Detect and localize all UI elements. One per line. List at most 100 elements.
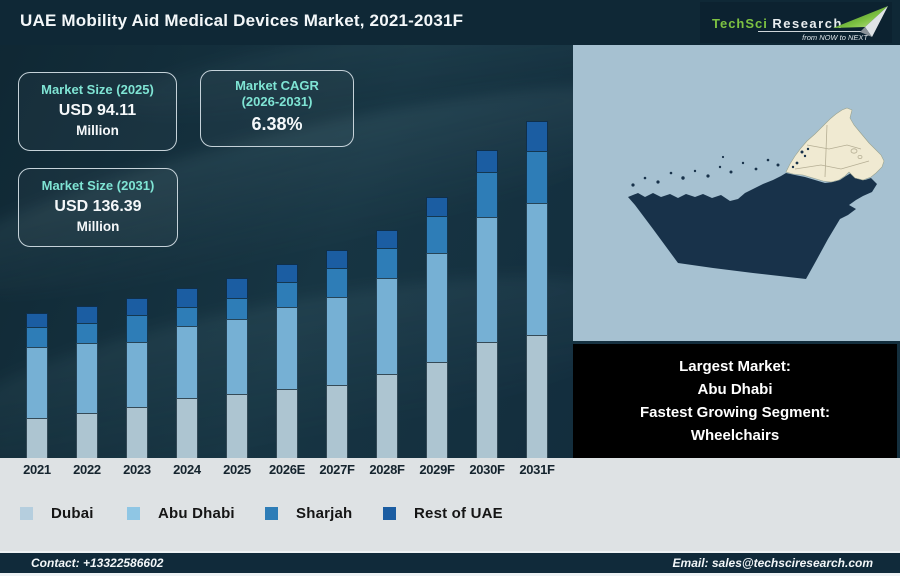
axis-year-label: 2031F <box>519 462 555 477</box>
bar-segment-dubai <box>226 394 248 458</box>
market-cagr-label: Market CAGR <box>235 78 319 93</box>
axis-year-label: 2022 <box>73 462 101 477</box>
market-size-2031-value: USD 136.39 <box>54 198 142 215</box>
header-bar: UAE Mobility Aid Medical Devices Market,… <box>0 0 900 45</box>
market-size-2025-label: Market Size (2025) <box>41 82 154 97</box>
market-size-2025-unit: Million <box>76 123 119 138</box>
contact-phone: Contact: +13322586602 <box>31 556 164 570</box>
highlight-box: Largest Market: Abu Dhabi Fastest Growin… <box>573 344 897 458</box>
axis-year-label: 2029F <box>419 462 455 477</box>
bar-segment-dubai <box>276 389 298 458</box>
bar-segment-abu-dhabi <box>526 203 548 335</box>
bar-segment-rest-of-uae <box>476 150 498 172</box>
bar-2021 <box>26 313 48 458</box>
market-size-2025-value: USD 94.11 <box>58 102 137 119</box>
logo-brand-green: TechSci <box>712 16 768 31</box>
bar-segment-abu-dhabi <box>426 253 448 362</box>
legend-swatch-icon <box>127 506 140 520</box>
logo-brand-white: Research <box>772 16 843 31</box>
bar-2026E <box>276 264 298 458</box>
market-size-2031-box: Market Size (2031) USD 136.39 Million <box>18 168 178 247</box>
bar-segment-rest-of-uae <box>326 250 348 268</box>
bar-segment-dubai <box>326 385 348 458</box>
legend-label: Dubai <box>51 504 94 522</box>
axis-year-label: 2021 <box>23 462 51 477</box>
axis-year-label: 2027F <box>319 462 355 477</box>
bar-segment-sharjah <box>476 172 498 217</box>
bar-2022 <box>76 306 98 458</box>
bar-2023 <box>126 298 148 458</box>
techsci-research-logo: TechSci Research from NOW to NEXT <box>700 2 892 43</box>
uae-map-south-region <box>628 173 877 279</box>
market-cagr-value: 6.38% <box>251 114 303 134</box>
bar-segment-sharjah <box>76 323 98 343</box>
page-title: UAE Mobility Aid Medical Devices Market,… <box>20 11 464 30</box>
uae-map <box>628 107 885 279</box>
bar-2029F <box>426 197 448 458</box>
bar-2027F <box>326 250 348 458</box>
bar-segment-sharjah <box>376 248 398 278</box>
bar-segment-dubai <box>126 407 148 458</box>
legend-swatch-icon <box>265 506 278 520</box>
bar-segment-rest-of-uae <box>426 197 448 216</box>
axis-year-label: 2028F <box>369 462 405 477</box>
bar-segment-sharjah <box>426 216 448 253</box>
contact-email: Email: sales@techsciresearch.com <box>672 556 873 570</box>
bar-segment-sharjah <box>176 307 198 326</box>
bar-2030F <box>476 150 498 458</box>
bar-segment-rest-of-uae <box>226 278 248 298</box>
market-size-2031-unit: Million <box>76 219 120 234</box>
bar-segment-sharjah <box>226 298 248 319</box>
bar-2025 <box>226 278 248 458</box>
bar-segment-dubai <box>426 362 448 458</box>
market-cagr-label-years: (2026-2031) <box>241 94 313 109</box>
bar-segment-rest-of-uae <box>526 121 548 151</box>
bar-segment-abu-dhabi <box>76 343 98 413</box>
axis-year-label: 2024 <box>173 462 201 477</box>
bar-segment-rest-of-uae <box>276 264 298 282</box>
bar-segment-dubai <box>26 418 48 458</box>
bar-segment-abu-dhabi <box>176 326 198 398</box>
market-size-2025-box: Market Size (2025) USD 94.11 Million <box>18 72 177 151</box>
logo-tagline: from NOW to NEXT <box>802 33 868 42</box>
logo-arrow-icon <box>833 6 888 37</box>
bar-segment-sharjah <box>326 268 348 297</box>
bar-segment-abu-dhabi <box>376 278 398 374</box>
legend-item-sharjah: Sharjah <box>265 504 353 522</box>
axis-year-label: 2023 <box>123 462 151 477</box>
uae-map-borders <box>794 124 870 178</box>
legend-item-abu-dhabi: Abu Dhabi <box>127 504 235 522</box>
bar-segment-dubai <box>376 374 398 458</box>
bar-segment-rest-of-uae <box>376 230 398 248</box>
bar-segment-dubai <box>526 335 548 458</box>
market-size-2031-label: Market Size (2031) <box>41 178 155 193</box>
fastest-segment-label: Fastest Growing Segment: <box>639 404 831 421</box>
bar-segment-sharjah <box>26 327 48 347</box>
bar-segment-rest-of-uae <box>126 298 148 315</box>
axis-year-label: 2026E <box>268 462 306 477</box>
axis-year-label: 2025 <box>223 462 251 477</box>
legend-label: Sharjah <box>296 504 353 522</box>
uae-map-islands <box>631 147 810 187</box>
bar-2031F <box>526 121 548 458</box>
legend-label: Rest of UAE <box>414 504 503 522</box>
bar-segment-sharjah <box>526 151 548 203</box>
bar-2028F <box>376 230 398 458</box>
bar-segment-abu-dhabi <box>26 347 48 418</box>
bar-segment-abu-dhabi <box>226 319 248 394</box>
largest-market-label: Largest Market: <box>679 358 791 375</box>
bar-segment-dubai <box>76 413 98 458</box>
uae-map-north-region <box>785 107 885 183</box>
logo-divider <box>758 31 868 32</box>
bar-segment-sharjah <box>276 282 298 307</box>
bar-segment-abu-dhabi <box>276 307 298 389</box>
bar-2024 <box>176 288 198 458</box>
legend-label: Abu Dhabi <box>158 504 235 522</box>
bar-segment-rest-of-uae <box>176 288 198 307</box>
largest-market-value: Abu Dhabi <box>697 381 773 398</box>
legend-item-rest-of-uae: Rest of UAE <box>383 504 503 522</box>
bar-segment-dubai <box>476 342 498 458</box>
bar-segment-abu-dhabi <box>126 342 148 407</box>
axis-year-label: 2030F <box>469 462 505 477</box>
